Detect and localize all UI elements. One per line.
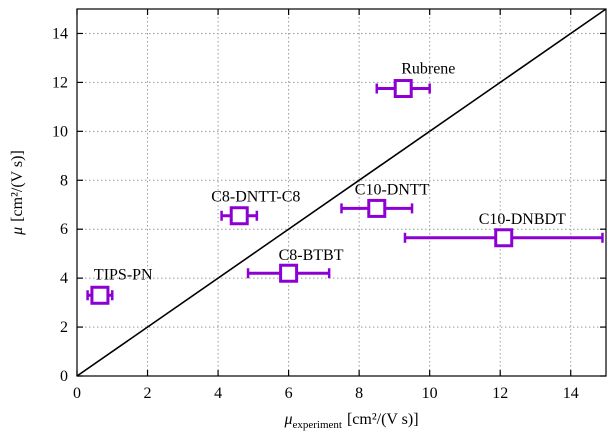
x-axis-ticks: 0 2 4 6 8 10 12 14 bbox=[73, 9, 579, 402]
x-axis-symbol: μ bbox=[283, 411, 292, 428]
square-marker bbox=[279, 263, 299, 283]
x-tick-label: 10 bbox=[422, 385, 438, 402]
square-marker bbox=[90, 285, 110, 305]
data-point bbox=[340, 198, 414, 218]
data-points bbox=[86, 79, 604, 305]
point-label: Rubrene bbox=[401, 61, 455, 78]
x-axis-unit: [cm²/(V s)] bbox=[347, 411, 419, 428]
y-tick-label: 14 bbox=[52, 25, 68, 42]
square-marker bbox=[393, 79, 413, 99]
point-label: C8-BTBT bbox=[279, 247, 344, 264]
y-axis-unit: [cm²/(V s)] bbox=[9, 150, 26, 222]
square-marker bbox=[229, 206, 249, 226]
data-point bbox=[403, 228, 604, 248]
x-tick-label: 14 bbox=[563, 385, 579, 402]
x-axis-label: μexperiment [cm²/(V s)] bbox=[283, 411, 418, 431]
point-label: TIPS-PN bbox=[94, 266, 153, 283]
y-tick-label: 8 bbox=[60, 172, 68, 189]
y-tick-label: 0 bbox=[60, 368, 68, 385]
y-tick-label: 2 bbox=[60, 319, 68, 336]
y-tick-label: 12 bbox=[52, 74, 68, 91]
data-point bbox=[220, 206, 259, 226]
point-label: C10-DNTT bbox=[355, 181, 430, 198]
data-point bbox=[86, 285, 114, 305]
data-point bbox=[246, 263, 331, 283]
reference-line-y-equals-x bbox=[76, 8, 607, 377]
x-tick-label: 4 bbox=[214, 385, 222, 402]
y-axis-label: μ [cm²/(V s)] bbox=[9, 150, 26, 236]
x-tick-label: 8 bbox=[355, 385, 363, 402]
y-tick-label: 10 bbox=[52, 123, 68, 140]
y-tick-label: 4 bbox=[60, 270, 68, 287]
square-marker bbox=[367, 198, 387, 218]
square-marker bbox=[494, 228, 514, 248]
x-axis-subscript: experiment bbox=[292, 419, 341, 431]
x-tick-label: 12 bbox=[492, 385, 508, 402]
point-label: C8-DNTT-C8 bbox=[211, 189, 300, 206]
point-labels: TIPS-PN C8-DNTT-C8 C8-BTBT C10-DNTT Rubrene C… bbox=[94, 61, 566, 284]
y-tick-label: 6 bbox=[60, 221, 68, 238]
y-axis-ticks: 0 2 4 6 8 10 12 14 bbox=[52, 25, 606, 385]
plot-frame bbox=[76, 8, 607, 377]
x-tick-label: 6 bbox=[285, 385, 293, 402]
x-tick-label: 2 bbox=[144, 385, 152, 402]
point-label: C10-DNBDT bbox=[479, 211, 566, 228]
data-point bbox=[375, 79, 431, 99]
x-tick-label: 0 bbox=[73, 385, 81, 402]
y-axis-symbol: μ bbox=[9, 227, 26, 236]
grid bbox=[77, 9, 606, 376]
